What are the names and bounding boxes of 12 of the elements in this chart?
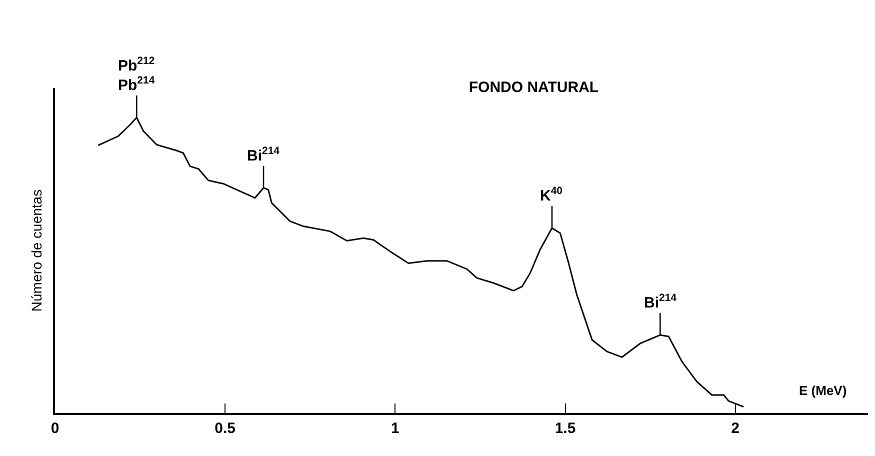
annotation: K$^{40}$ (540, 185, 563, 204)
annotation: Bi$^{214}$ (247, 145, 280, 164)
x-tick-label: 1.5 (554, 420, 576, 437)
annotation: Pb$^{212}$ Pb$^{214}$ (118, 55, 155, 94)
x-tick-label: 2 (731, 420, 740, 437)
x-tick-label: 0.5 (214, 420, 236, 437)
x-tick-label: 0 (50, 420, 60, 437)
x-tick-label: 1 (391, 420, 400, 437)
x-axis-title: E (MeV) (799, 383, 847, 398)
y-axis-title: Número de cuentas (28, 189, 44, 312)
annotation: Bi$^{214}$ (644, 292, 677, 312)
chart-title: FONDO NATURAL (468, 78, 599, 96)
